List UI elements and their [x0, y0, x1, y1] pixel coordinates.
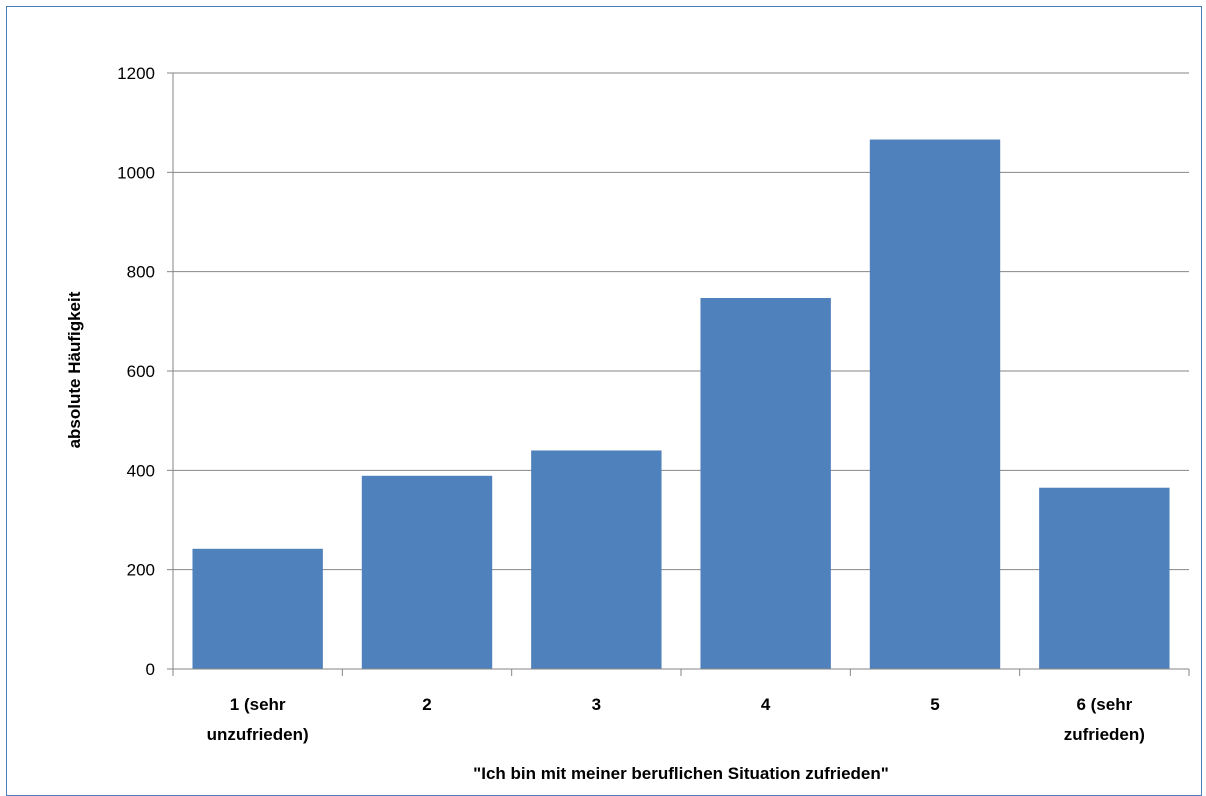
y-tick-labels: 0 200 400 600 800 1000 1200	[117, 64, 155, 679]
y-tick-label: 400	[127, 461, 155, 480]
y-tick-label: 200	[127, 561, 155, 580]
x-tick-label: 1 (sehr unzufrieden)	[207, 695, 309, 744]
y-tick-label: 0	[146, 660, 155, 679]
x-tick-labels: 1 (sehr unzufrieden) 2 3 4 5 6 (sehr zufrieden)	[207, 695, 1145, 744]
y-tick-label: 1200	[117, 64, 155, 83]
x-tick-label: 3	[592, 695, 601, 714]
x-tick-label: 4	[761, 695, 771, 714]
bar	[531, 450, 662, 669]
x-tick-label: 5	[930, 695, 939, 714]
x-tick-label: 2	[422, 695, 431, 714]
y-tick-label: 600	[127, 362, 155, 381]
y-axis-title: absolute Häufigkeit	[65, 291, 84, 448]
bar	[700, 297, 831, 669]
gridlines	[173, 72, 1189, 571]
axes	[167, 72, 1190, 676]
bar	[361, 475, 493, 669]
bar	[869, 139, 1001, 669]
bar	[192, 548, 323, 669]
x-tick-label: 6 (sehr zufrieden)	[1064, 695, 1145, 744]
y-tick-label: 800	[127, 263, 155, 282]
y-tick-label: 1000	[117, 163, 155, 182]
bars	[192, 139, 1170, 669]
bar	[1039, 487, 1170, 669]
x-axis-title: "Ich bin mit meiner beruflichen Situatio…	[473, 764, 889, 783]
